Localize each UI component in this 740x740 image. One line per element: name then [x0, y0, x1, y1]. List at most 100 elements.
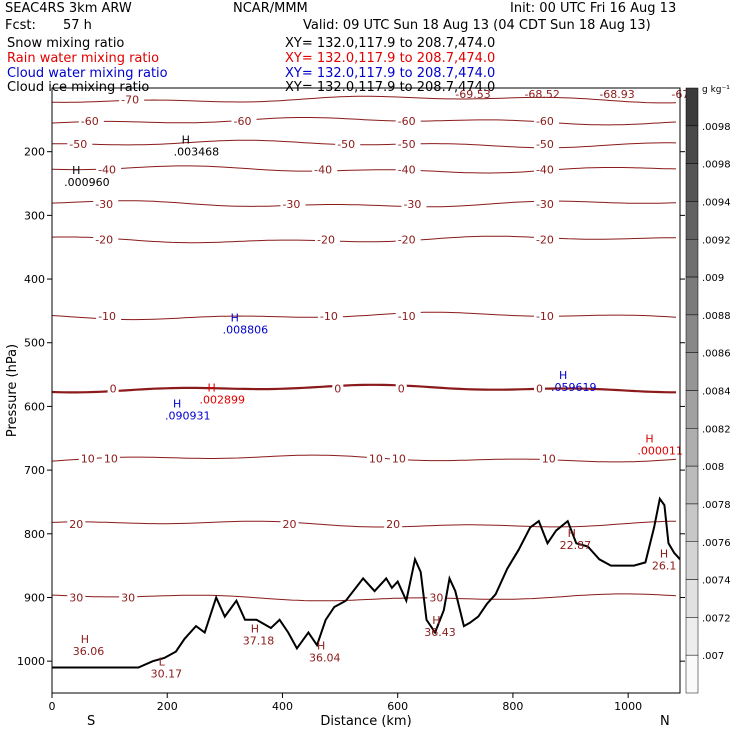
extremum-marker: H [208, 382, 216, 395]
contour-label: -20 [95, 234, 113, 247]
extremum-marker: H [568, 527, 576, 540]
contour-label: 20 [386, 518, 400, 531]
extremum-marker: H [432, 614, 440, 627]
extremum-value: .000960 [64, 176, 110, 189]
contour-label: -50 [69, 138, 87, 151]
color-scale-segment [685, 314, 699, 353]
y-tick-label: 700 [24, 464, 45, 477]
contour-label: 0 [536, 383, 543, 396]
top-contour-label: -68.93 [599, 88, 634, 101]
contour-label-bg [395, 309, 421, 322]
field-xy-cloud-water: XY= 132.0,117.9 to 208.7,474.0 [285, 66, 496, 81]
color-scale-unit: g kg⁻¹ [702, 85, 730, 95]
contour-label-bg [332, 382, 344, 395]
contour-label: -60 [398, 115, 416, 128]
contour-label-bg [533, 197, 559, 210]
x-tick-label: 400 [272, 700, 293, 713]
y-tick-label: 800 [24, 528, 45, 541]
color-scale-label: .0076 [702, 538, 731, 549]
forecast-hour: 57 h [63, 18, 92, 33]
y-tick-label: 600 [24, 400, 45, 413]
x-tick-label: 1000 [614, 700, 642, 713]
contour-label: 10 [392, 453, 406, 466]
valid-time: Valid: 09 UTC Sun 18 Aug 13 (04 CDT Sun … [303, 18, 651, 33]
init-time: Init: 00 UTC Fri 16 Aug 13 [510, 1, 677, 16]
contour-label: -10 [398, 310, 416, 323]
x-tick-label: 0 [49, 700, 56, 713]
contour-label: 20 [282, 518, 296, 531]
color-scale-segment [685, 201, 699, 240]
contour-label: 0 [398, 383, 405, 396]
color-scale-label: .008 [702, 462, 724, 473]
contour-label-bg [401, 197, 427, 210]
color-scale-segment [685, 503, 699, 542]
extremum-marker: H [173, 398, 181, 411]
y-axis-label: Pressure (hPa) [5, 344, 20, 437]
temperature-contour [52, 139, 677, 149]
contour-label-bg [395, 163, 421, 176]
extremum-marker: H [645, 433, 653, 446]
extremum-value: .090931 [165, 410, 211, 423]
contour-label: -50 [398, 138, 416, 151]
contour-label: -10 [98, 310, 116, 323]
contour-label-bg [280, 518, 299, 531]
color-scale-segment [685, 390, 699, 429]
color-scale-label: .0094 [702, 197, 731, 208]
top-contour-label: -69.53 [455, 88, 490, 101]
forecast-label: Fcst: [5, 18, 36, 33]
contour-label-bg [101, 452, 120, 465]
color-scale-segment [685, 276, 699, 316]
contour-label-bg [67, 518, 86, 531]
contour-label-bg [395, 138, 421, 151]
field-xy-snow: XY= 132.0,117.9 to 208.7,474.0 [285, 36, 496, 51]
y-tick-label: 400 [24, 273, 45, 286]
contour-label: -20 [398, 234, 416, 247]
y-tick-label: 200 [24, 146, 45, 159]
color-scale-label: .0098 [702, 160, 731, 171]
contour-label: 10 [81, 453, 95, 466]
contour-label-bg [67, 138, 93, 151]
contour-label: -50 [536, 138, 554, 151]
temperature-contour [52, 593, 677, 602]
x-tick-label: 600 [387, 700, 408, 713]
color-scale-segment [685, 428, 699, 467]
color-scale-label: .0072 [702, 613, 731, 624]
contour-label: 0 [110, 383, 117, 396]
color-scale-label: .009 [702, 273, 724, 284]
color-scale-segment [685, 617, 699, 656]
contour-label-bg [539, 452, 558, 465]
y-tick-label: 500 [24, 337, 45, 350]
temperature-contour [52, 235, 676, 244]
x-tick-label: 200 [157, 700, 178, 713]
terrain-line [52, 496, 680, 669]
contour-label-bg [317, 309, 343, 322]
contour-label-bg [78, 452, 97, 465]
contour-label-bg [231, 115, 257, 128]
color-scale-label: .0088 [702, 311, 731, 322]
top-contour-label: -68.52 [524, 88, 559, 101]
extremum-value: 30.17 [151, 668, 183, 681]
contour-label: -40 [398, 164, 416, 177]
x-end-label-north: N [660, 714, 670, 729]
y-tick-label: 300 [24, 209, 45, 222]
contour-label-bg [107, 382, 119, 395]
contour-group: -70 -60 -60 -60 -60 -50 -50 -50 -50 -40 -40 -40 -40 -… [52, 93, 680, 669]
contour-label-bg [427, 591, 446, 604]
contour-label: -40 [314, 164, 332, 177]
extremum-marker: H [72, 164, 80, 177]
contour-label: 0 [334, 383, 341, 396]
color-scale-segment [685, 579, 699, 618]
contour-label-bg [335, 138, 361, 151]
center-name: NCAR/MMM [233, 1, 308, 16]
contour-label: -30 [403, 198, 421, 211]
color-scale-segment [685, 125, 699, 164]
contour-label: -50 [337, 138, 355, 151]
contour-label: 10 [104, 453, 118, 466]
field-xy-rain: XY= 132.0,117.9 to 208.7,474.0 [285, 51, 496, 66]
contour-label: 30 [429, 591, 443, 604]
color-scale-segment [685, 87, 699, 127]
extremum-value: 37.18 [243, 634, 274, 647]
extremum-marker: H [231, 312, 239, 325]
field-name-snow: Snow mixing ratio [7, 36, 125, 51]
contour-label-bg [312, 163, 338, 176]
